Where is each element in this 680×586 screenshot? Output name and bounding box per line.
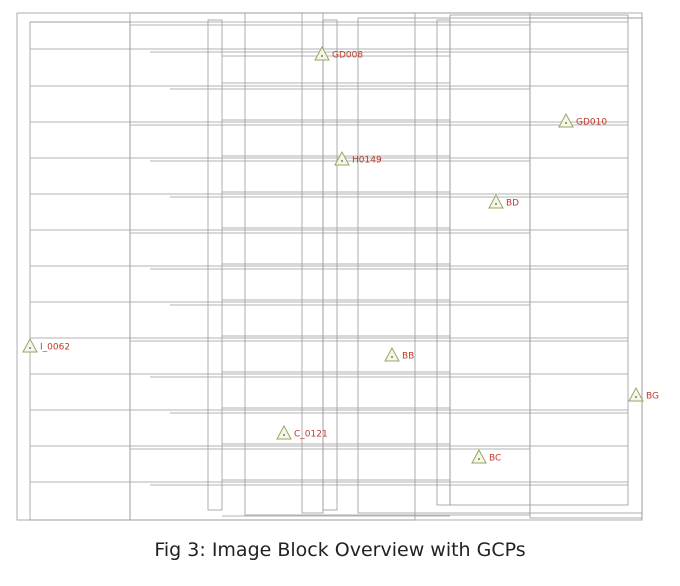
gcp-center (391, 356, 393, 358)
gcp-center (635, 396, 637, 398)
image-footprint (529, 17, 643, 519)
image-footprint (449, 14, 629, 506)
gcp-marker (471, 448, 487, 464)
image-footprint (357, 17, 643, 514)
gcp-center (283, 434, 285, 436)
gcp-layer: GD008 GD010 H0149 BD I_0062 BB BG C_0121 BC (22, 45, 659, 464)
gcp-center (341, 160, 343, 162)
image-footprint (322, 19, 338, 511)
gcp-marker (314, 45, 330, 61)
image-footprint (207, 19, 223, 511)
gcp-marker (22, 337, 38, 353)
gcp-label: GD008 (332, 51, 363, 61)
gcp-label: BD (506, 199, 519, 209)
gcp-center (29, 347, 31, 349)
gcp-marker (558, 112, 574, 128)
image-footprints (16, 12, 643, 521)
gcp-label: I_0062 (40, 343, 70, 353)
gcp-center (478, 458, 480, 460)
gcp-marker (488, 193, 504, 209)
gcp-label: BC (489, 454, 501, 464)
gcp-marker (628, 386, 644, 402)
gcp-center (495, 203, 497, 205)
gcp-label: BG (646, 392, 659, 402)
gcp-marker (276, 424, 292, 440)
image-footprint (436, 19, 451, 506)
gcp-label: H0149 (352, 156, 382, 166)
gcp-center (321, 55, 323, 57)
gcp-label: BB (402, 352, 414, 362)
caption: Fig 3: Image Block Overview with GCPs (154, 539, 525, 561)
gcp-label: GD010 (576, 118, 607, 128)
gcp-center (565, 122, 567, 124)
gcp-label: C_0121 (294, 430, 328, 440)
gcp-marker (334, 150, 350, 166)
gcp-marker (384, 346, 400, 362)
image-footprint (29, 21, 131, 521)
